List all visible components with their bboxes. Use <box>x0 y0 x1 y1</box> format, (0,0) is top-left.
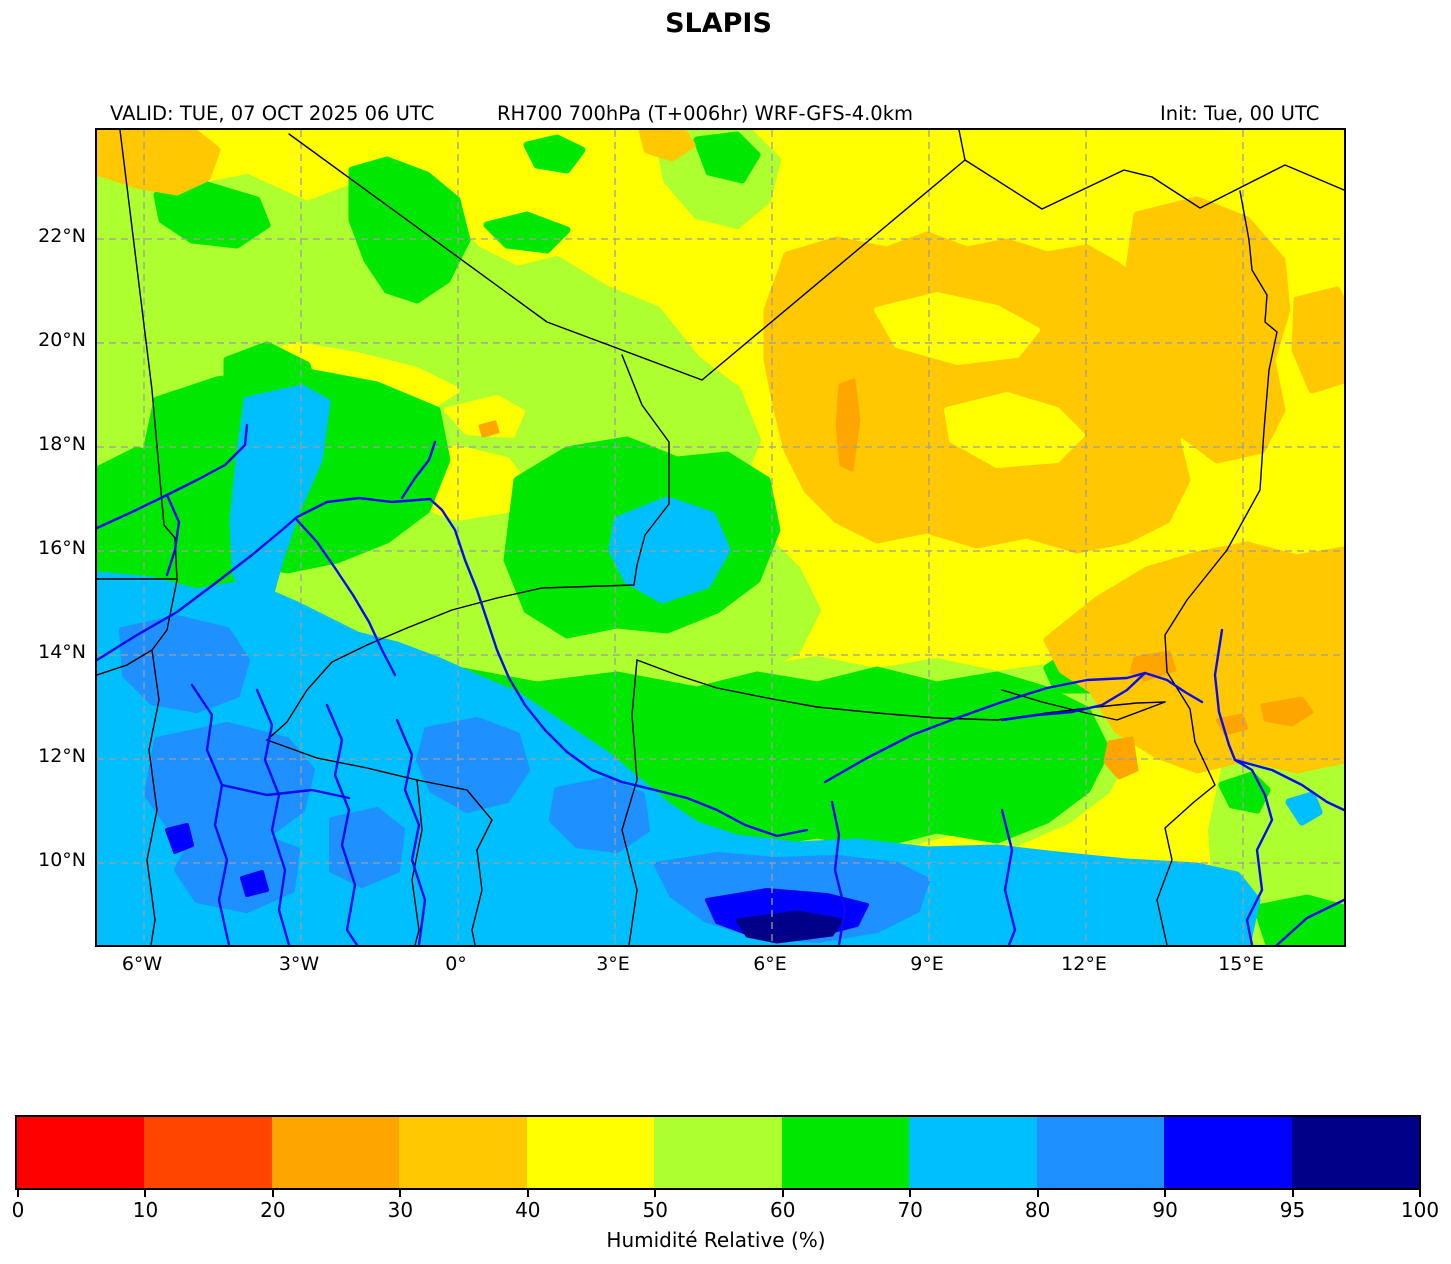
colorbar-segment <box>271 1117 400 1188</box>
colorbar-tick-label: 60 <box>769 1198 796 1222</box>
colorbar-tick <box>909 1188 912 1197</box>
product-label: RH700 700hPa (T+006hr) WRF-GFS-4.0km <box>497 102 913 125</box>
rh-contour-field <box>97 130 1344 945</box>
colorbar-tick <box>1164 1188 1167 1197</box>
colorbar-tick-label: 20 <box>260 1198 286 1222</box>
colorbar-segment <box>654 1117 782 1188</box>
init-time-label: Init: Tue, 00 UTC <box>1160 102 1320 125</box>
lon-tick-label: 12°E <box>1061 953 1107 975</box>
colorbar-tick <box>399 1188 402 1197</box>
colorbar-segment <box>144 1117 272 1188</box>
lon-tick-label: 15°E <box>1218 953 1264 975</box>
colorbar-tick-label: 0 <box>11 1198 25 1222</box>
colorbar-segment <box>1291 1117 1419 1188</box>
lon-tick-label: 6°E <box>753 953 787 975</box>
colorbar-tick-label: 95 <box>1279 1198 1306 1222</box>
colorbar-tick <box>654 1188 657 1197</box>
lat-tick-label: 18°N <box>38 433 86 456</box>
colorbar-tick-label: 90 <box>1152 1198 1178 1222</box>
colorbar-tick <box>271 1188 274 1197</box>
lat-tick-label: 22°N <box>38 224 86 247</box>
colorbar-segment <box>909 1117 1037 1188</box>
colorbar-segment <box>1164 1117 1292 1188</box>
rivers <box>97 423 1344 945</box>
page-title: SLAPIS <box>665 8 772 39</box>
colorbar-tick <box>781 1188 784 1197</box>
colorbar-tick-label: 80 <box>1024 1198 1051 1222</box>
lat-tick-label: 20°N <box>38 328 86 351</box>
colorbar-tick-label: 30 <box>387 1198 414 1222</box>
lat-tick-label: 12°N <box>38 745 86 768</box>
colorbar <box>15 1115 1421 1190</box>
lon-tick-label: 6°W <box>121 953 163 975</box>
country-borders <box>97 130 1344 945</box>
colorbar-tick <box>1036 1188 1039 1197</box>
colorbar-tick-label: 50 <box>642 1198 668 1222</box>
colorbar-tick-label: 70 <box>897 1198 923 1222</box>
valid-time-label: VALID: TUE, 07 OCT 2025 06 UTC <box>110 102 435 125</box>
colorbar-title: Humidité Relative (%) <box>606 1228 826 1252</box>
lon-tick-label: 0° <box>445 953 467 975</box>
colorbar-tick <box>17 1188 19 1197</box>
lat-tick-label: 14°N <box>38 641 86 664</box>
colorbar-segment <box>526 1117 655 1188</box>
lon-tick-label: 3°E <box>596 953 630 975</box>
colorbar-segment <box>399 1117 527 1188</box>
colorbar-tick-label: 100 <box>1400 1198 1440 1222</box>
lat-tick-label: 16°N <box>38 537 86 560</box>
colorbar-tick <box>1291 1188 1294 1197</box>
colorbar-tick <box>526 1188 529 1197</box>
map-plot-area <box>95 128 1346 947</box>
colorbar-segment <box>781 1117 910 1188</box>
colorbar-tick <box>144 1188 147 1197</box>
colorbar-segment <box>1036 1117 1165 1188</box>
lon-tick-label: 9°E <box>910 953 944 975</box>
colorbar-segment <box>17 1117 145 1188</box>
colorbar-tick <box>1419 1188 1421 1197</box>
colorbar-tick-label: 40 <box>515 1198 541 1222</box>
colorbar-tick-label: 10 <box>132 1198 159 1222</box>
lon-tick-label: 3°W <box>278 953 320 975</box>
lat-tick-label: 10°N <box>38 849 86 871</box>
